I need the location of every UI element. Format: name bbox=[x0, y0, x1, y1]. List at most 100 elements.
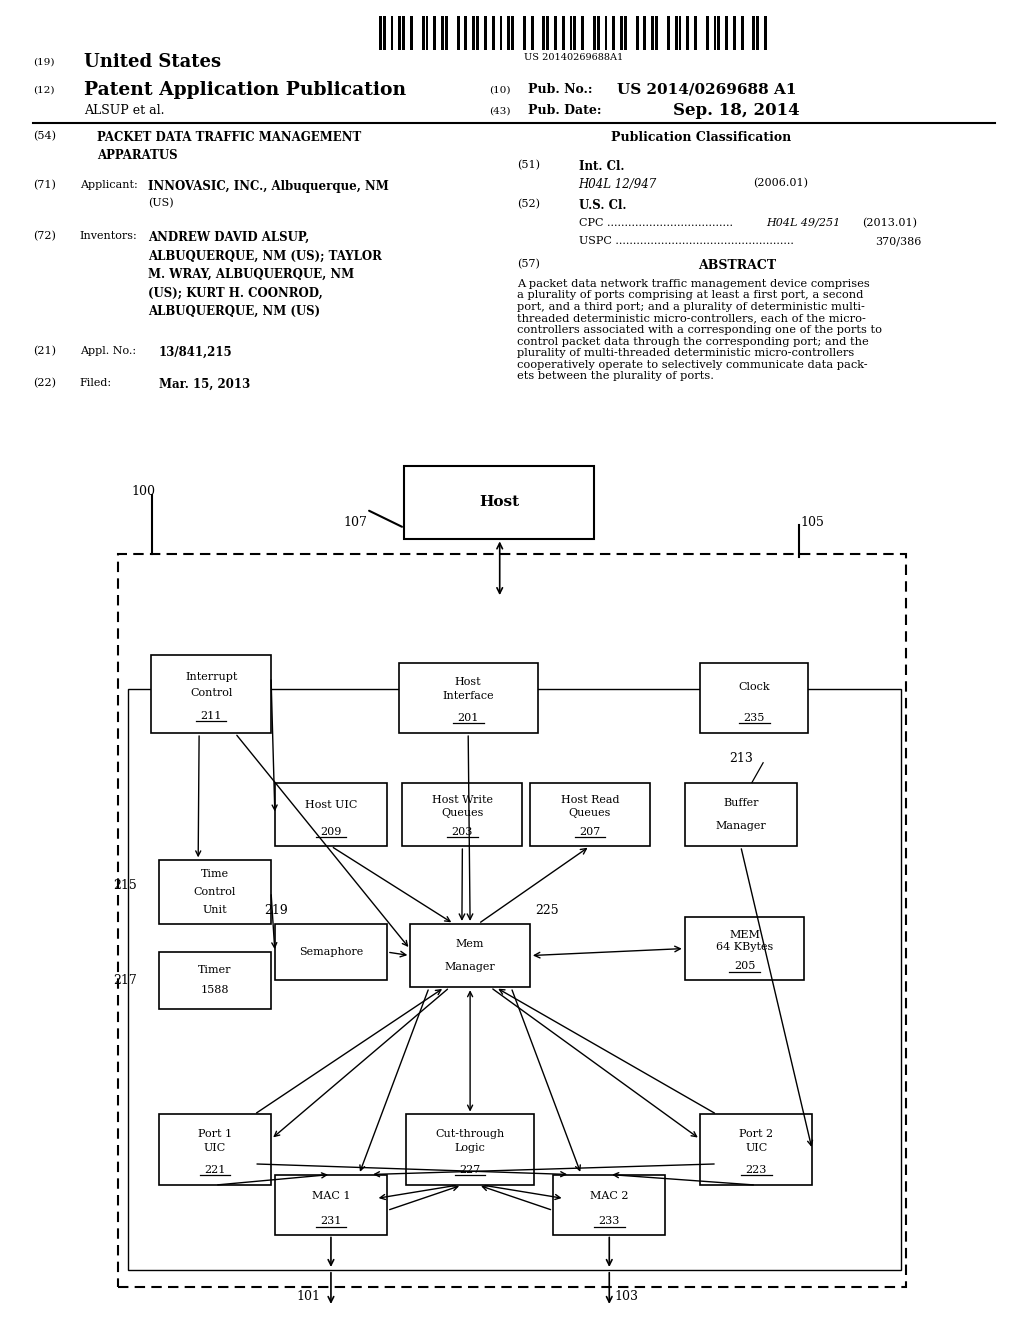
Bar bbox=[562, 16, 564, 49]
FancyBboxPatch shape bbox=[411, 924, 530, 987]
Text: 211: 211 bbox=[201, 711, 222, 721]
Text: CPC ....................................: CPC .................................... bbox=[579, 218, 732, 228]
FancyBboxPatch shape bbox=[152, 656, 271, 733]
Text: Timer: Timer bbox=[199, 965, 231, 975]
Bar bbox=[604, 16, 607, 49]
Text: Inventors:: Inventors: bbox=[80, 231, 137, 242]
Bar bbox=[426, 16, 428, 49]
Text: INNOVASIC, INC., Albuquerque, NM: INNOVASIC, INC., Albuquerque, NM bbox=[148, 180, 389, 193]
Text: Port 1: Port 1 bbox=[198, 1129, 232, 1139]
Bar bbox=[621, 16, 623, 49]
Text: 215: 215 bbox=[113, 879, 136, 892]
Bar bbox=[667, 16, 670, 49]
Bar bbox=[379, 16, 382, 49]
Text: USPC ...................................................: USPC ...................................… bbox=[579, 236, 794, 247]
Text: 205: 205 bbox=[734, 961, 756, 972]
FancyBboxPatch shape bbox=[530, 783, 650, 846]
Text: Appl. No.:: Appl. No.: bbox=[80, 346, 136, 356]
Text: UIC: UIC bbox=[204, 1143, 226, 1154]
Text: UIC: UIC bbox=[745, 1143, 767, 1154]
Text: 227: 227 bbox=[460, 1164, 480, 1175]
Text: (21): (21) bbox=[33, 346, 55, 356]
Text: MAC 1: MAC 1 bbox=[311, 1191, 350, 1200]
Bar bbox=[569, 16, 572, 49]
Text: 201: 201 bbox=[458, 713, 479, 722]
Text: Port 2: Port 2 bbox=[739, 1129, 773, 1139]
Text: Pub. Date:: Pub. Date: bbox=[528, 104, 602, 117]
Text: (43): (43) bbox=[489, 107, 511, 115]
Text: (57): (57) bbox=[517, 259, 540, 269]
Text: 235: 235 bbox=[743, 713, 765, 722]
Text: Mar. 15, 2013: Mar. 15, 2013 bbox=[159, 378, 250, 391]
Bar bbox=[636, 16, 639, 49]
Bar bbox=[582, 16, 584, 49]
Text: 223: 223 bbox=[745, 1164, 767, 1175]
Bar bbox=[679, 16, 681, 49]
Text: 231: 231 bbox=[321, 1216, 342, 1226]
Text: (72): (72) bbox=[33, 231, 55, 242]
Bar bbox=[465, 16, 467, 49]
Text: 207: 207 bbox=[580, 828, 600, 837]
Bar bbox=[733, 16, 736, 49]
Text: 233: 233 bbox=[599, 1216, 620, 1226]
Bar bbox=[706, 16, 709, 49]
Bar bbox=[441, 16, 444, 49]
Text: 100: 100 bbox=[131, 484, 155, 498]
Text: 219: 219 bbox=[264, 904, 289, 917]
Bar bbox=[543, 16, 545, 49]
Text: (22): (22) bbox=[33, 378, 55, 388]
Text: Queues: Queues bbox=[568, 808, 611, 818]
Text: (2006.01): (2006.01) bbox=[753, 178, 808, 189]
Text: Queues: Queues bbox=[441, 808, 483, 818]
Bar bbox=[573, 16, 577, 49]
FancyBboxPatch shape bbox=[700, 1114, 812, 1185]
Bar bbox=[410, 16, 413, 49]
Text: Pub. No.:: Pub. No.: bbox=[528, 83, 593, 96]
FancyBboxPatch shape bbox=[404, 466, 594, 539]
Text: Time: Time bbox=[201, 870, 229, 879]
Text: 213: 213 bbox=[729, 752, 754, 766]
Text: 209: 209 bbox=[321, 828, 342, 837]
Text: Semaphore: Semaphore bbox=[299, 946, 364, 957]
Bar bbox=[546, 16, 549, 49]
Text: (10): (10) bbox=[489, 86, 511, 94]
Bar bbox=[500, 16, 503, 49]
Text: US 2014/0269688 A1: US 2014/0269688 A1 bbox=[617, 83, 797, 96]
Text: ALBUQUERQUE, NM (US); TAYLOR: ALBUQUERQUE, NM (US); TAYLOR bbox=[148, 249, 382, 263]
Text: 107: 107 bbox=[343, 516, 367, 529]
Text: H04L 49/251: H04L 49/251 bbox=[766, 218, 841, 228]
Text: Host Write: Host Write bbox=[432, 796, 493, 805]
Bar bbox=[390, 16, 393, 49]
Text: Filed:: Filed: bbox=[80, 378, 112, 388]
Text: A packet data network traffic management device comprises
a plurality of ports c: A packet data network traffic management… bbox=[517, 279, 882, 381]
Text: ABSTRACT: ABSTRACT bbox=[698, 259, 776, 272]
Text: 1588: 1588 bbox=[201, 986, 229, 995]
Bar bbox=[445, 16, 447, 49]
Bar bbox=[643, 16, 646, 49]
FancyBboxPatch shape bbox=[274, 1175, 387, 1234]
Text: Interface: Interface bbox=[442, 692, 494, 701]
Text: Patent Application Publication: Patent Application Publication bbox=[84, 81, 407, 99]
Text: 101: 101 bbox=[297, 1290, 321, 1303]
Text: MAC 2: MAC 2 bbox=[590, 1191, 629, 1200]
Bar bbox=[523, 16, 525, 49]
Bar bbox=[675, 16, 678, 49]
Text: Control: Control bbox=[194, 887, 237, 898]
Bar bbox=[597, 16, 600, 49]
Text: (71): (71) bbox=[33, 180, 55, 190]
FancyBboxPatch shape bbox=[685, 916, 805, 981]
Text: Manager: Manager bbox=[444, 962, 496, 972]
Text: Publication Classification: Publication Classification bbox=[611, 131, 792, 144]
Bar bbox=[694, 16, 697, 49]
Bar bbox=[718, 16, 720, 49]
Text: 103: 103 bbox=[614, 1290, 638, 1303]
Bar bbox=[764, 16, 767, 49]
Bar bbox=[714, 16, 717, 49]
Text: 13/841,215: 13/841,215 bbox=[159, 346, 232, 359]
Bar bbox=[686, 16, 689, 49]
FancyBboxPatch shape bbox=[402, 783, 522, 846]
Bar bbox=[507, 16, 510, 49]
Text: Cut-through: Cut-through bbox=[435, 1129, 505, 1139]
FancyBboxPatch shape bbox=[553, 1175, 666, 1234]
Bar bbox=[612, 16, 615, 49]
